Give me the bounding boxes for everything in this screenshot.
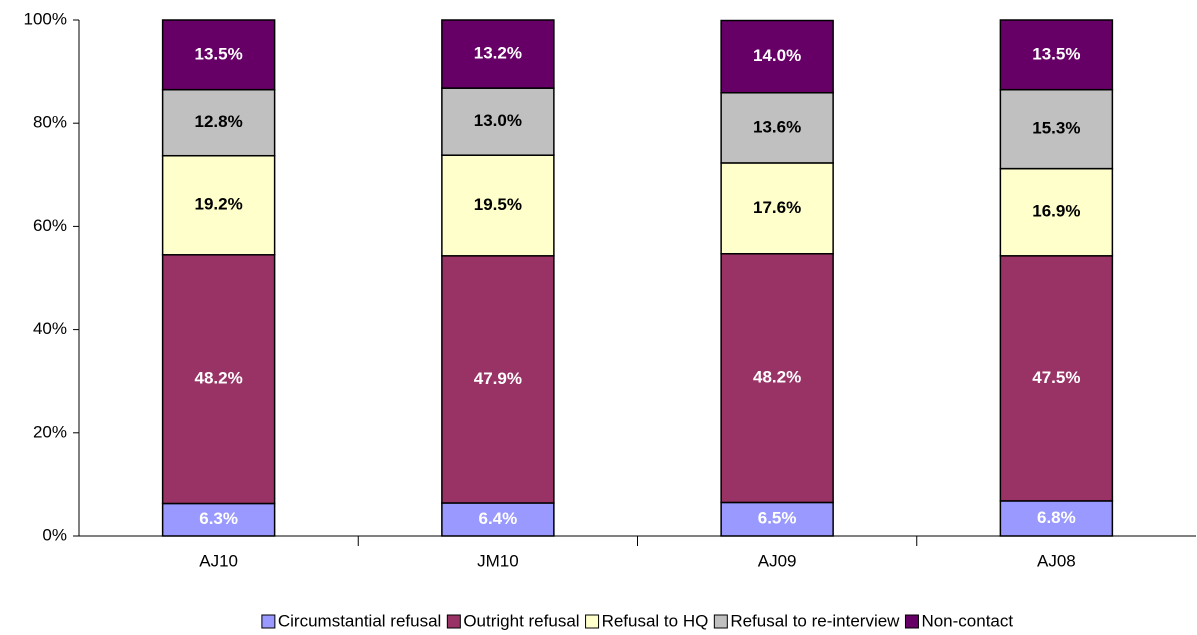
value-label: 47.5% bbox=[1032, 368, 1080, 387]
bar-segment bbox=[720, 19, 834, 94]
value-label: 47.9% bbox=[474, 369, 522, 388]
value-label: 12.8% bbox=[195, 112, 243, 131]
legend-swatch bbox=[585, 614, 600, 629]
bar-segment bbox=[441, 19, 555, 89]
x-tick-label: AJ08 bbox=[1037, 551, 1076, 570]
legend-label: Outright refusal bbox=[463, 611, 579, 630]
value-label: 15.3% bbox=[1032, 119, 1080, 138]
value-label: 6.8% bbox=[1037, 508, 1076, 527]
bar-segment bbox=[161, 254, 276, 505]
legend-swatch bbox=[713, 614, 728, 629]
legend-label: Non-contact bbox=[921, 611, 1013, 630]
legend-label: Circumstantial refusal bbox=[278, 611, 441, 630]
bar-segment bbox=[999, 19, 1114, 91]
y-tick-label: 100% bbox=[24, 9, 67, 28]
value-label: 19.2% bbox=[195, 195, 243, 214]
x-tick-label: JM10 bbox=[477, 551, 519, 570]
bar-segment bbox=[441, 154, 555, 257]
legend-swatch bbox=[446, 614, 461, 629]
value-label: 6.3% bbox=[199, 509, 238, 528]
bar-segment bbox=[999, 255, 1114, 502]
value-label: 17.6% bbox=[753, 198, 801, 217]
bar-segment bbox=[161, 502, 276, 537]
legend: Circumstantial refusal Outright refusal Re… bbox=[261, 611, 1013, 630]
bar-segment bbox=[720, 501, 834, 537]
y-tick-label: 80% bbox=[33, 113, 67, 132]
y-tick-label: 60% bbox=[33, 216, 67, 235]
value-label: 16.9% bbox=[1032, 202, 1080, 221]
value-label: 13.5% bbox=[1032, 44, 1080, 63]
bar-segment bbox=[441, 87, 555, 156]
legend-swatch bbox=[261, 614, 276, 629]
legend-swatch bbox=[904, 614, 919, 629]
value-label: 6.5% bbox=[758, 509, 797, 528]
y-tick-label: 40% bbox=[33, 319, 67, 338]
bar-segment bbox=[161, 154, 276, 256]
x-tick-label: AJ10 bbox=[199, 551, 238, 570]
value-label: 48.2% bbox=[195, 369, 243, 388]
value-label: 48.2% bbox=[753, 368, 801, 387]
value-label: 13.6% bbox=[753, 117, 801, 136]
value-label: 19.5% bbox=[474, 195, 522, 214]
value-label: 13.2% bbox=[474, 44, 522, 63]
bar-segment bbox=[720, 162, 834, 255]
value-label: 14.0% bbox=[753, 46, 801, 65]
bar-segment bbox=[161, 88, 276, 157]
y-tick-label: 0% bbox=[42, 525, 67, 544]
value-label: 13.0% bbox=[474, 111, 522, 130]
bar-segment bbox=[441, 255, 555, 504]
value-label: 13.5% bbox=[195, 44, 243, 63]
y-tick-label: 20% bbox=[33, 422, 67, 441]
legend-label: Refusal to re-interview bbox=[730, 611, 900, 630]
value-label: 6.4% bbox=[479, 509, 518, 528]
bar-segment bbox=[999, 167, 1114, 257]
bar-segment bbox=[999, 88, 1114, 170]
bar-segment bbox=[161, 19, 276, 91]
x-tick-label: AJ09 bbox=[758, 551, 797, 570]
bar-segment bbox=[720, 252, 834, 504]
legend-label: Refusal to HQ bbox=[602, 611, 709, 630]
bar-segment bbox=[999, 500, 1114, 537]
